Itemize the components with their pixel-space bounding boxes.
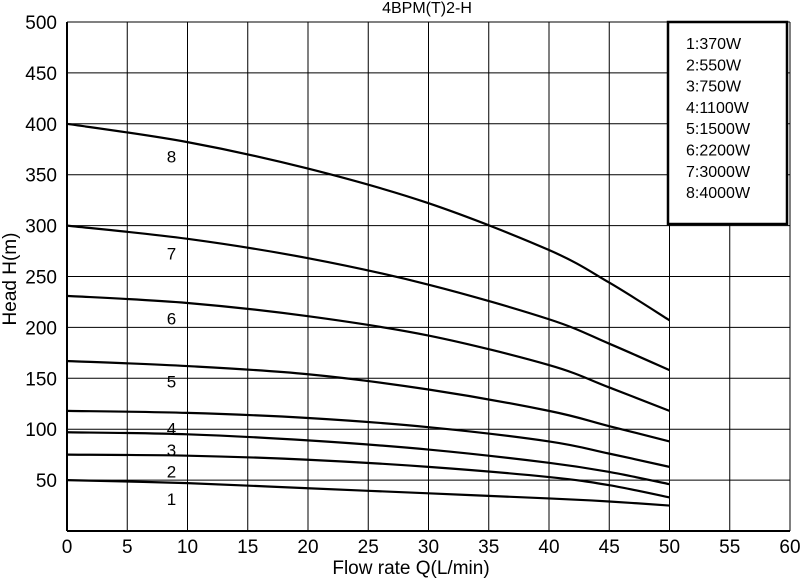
curve-label-4: 4 [167, 420, 176, 439]
curve-7 [66, 224, 670, 372]
curve-2 [66, 453, 670, 499]
y-tick-label: 250 [25, 268, 57, 289]
x-tick-label: 45 [599, 537, 620, 558]
y-tick-label: 400 [25, 115, 57, 136]
legend: 1:370W 2:550W 3:750W 4:1100W 5:1500W 6:2200W 7… [666, 20, 789, 226]
x-tick-label: 15 [237, 537, 258, 558]
curve-label-2: 2 [167, 463, 176, 482]
legend-entry: 5:1500W [686, 121, 751, 138]
x-tick-label: 30 [418, 537, 439, 558]
x-tick-label: 20 [297, 537, 318, 558]
y-axis-title: Head H(m) [0, 233, 21, 326]
legend-entry: 8:4000W [686, 185, 751, 202]
y-tick-label: 150 [25, 369, 57, 390]
y-tick-label: 450 [25, 64, 57, 85]
y-tick-label: 100 [25, 420, 57, 441]
x-tick-label: 60 [779, 537, 800, 558]
curve-label-6: 6 [167, 309, 176, 328]
legend-box [666, 20, 789, 226]
curves [66, 122, 671, 507]
curve-3 [66, 431, 670, 486]
y-tick-label: 300 [25, 217, 57, 238]
curve-label-8: 8 [167, 147, 176, 166]
x-tick-label: 25 [358, 537, 379, 558]
y-tick-label: 50 [36, 471, 57, 492]
x-axis-title: Flow rate Q(L/min) [332, 558, 489, 579]
legend-entry: 4:1100W [686, 100, 750, 117]
curve-labels: 1 2 3 4 5 6 7 8 [167, 147, 176, 509]
legend-entry: 6:2200W [686, 143, 751, 160]
x-tick-label: 35 [478, 537, 499, 558]
legend-entry: 2:550W [686, 57, 742, 74]
x-tick-label: 0 [62, 537, 73, 558]
curve-8 [66, 122, 671, 322]
y-tick-label: 200 [25, 318, 57, 339]
legend-entry: 3:750W [686, 79, 742, 96]
curve-label-7: 7 [167, 245, 176, 264]
curve-6 [66, 294, 670, 412]
curve-1 [66, 479, 670, 507]
x-tick-label: 5 [122, 537, 133, 558]
curve-5 [66, 359, 670, 443]
legend-entry: 1:370W [686, 36, 742, 53]
y-tick-label: 350 [25, 166, 57, 187]
curve-label-3: 3 [167, 441, 176, 460]
curve-label-1: 1 [167, 490, 176, 509]
x-tick-label: 10 [177, 537, 198, 558]
x-tick-labels: 0 5 10 15 20 25 30 35 40 45 50 55 60 [62, 537, 800, 558]
legend-items: 1:370W 2:550W 3:750W 4:1100W 5:1500W 6:2200W 7… [686, 36, 751, 202]
x-tick-label: 40 [538, 537, 559, 558]
curve-label-5: 5 [167, 373, 176, 392]
curve-4 [66, 409, 670, 468]
legend-entry: 7:3000W [686, 164, 751, 181]
x-tick-label: 50 [659, 537, 680, 558]
chart-title: 4BPM(T)2-H [382, 0, 472, 17]
y-tick-label: 500 [25, 13, 57, 34]
x-tick-label: 55 [719, 537, 740, 558]
y-tick-labels: 50 100 150 200 250 300 350 400 450 500 [25, 13, 57, 492]
